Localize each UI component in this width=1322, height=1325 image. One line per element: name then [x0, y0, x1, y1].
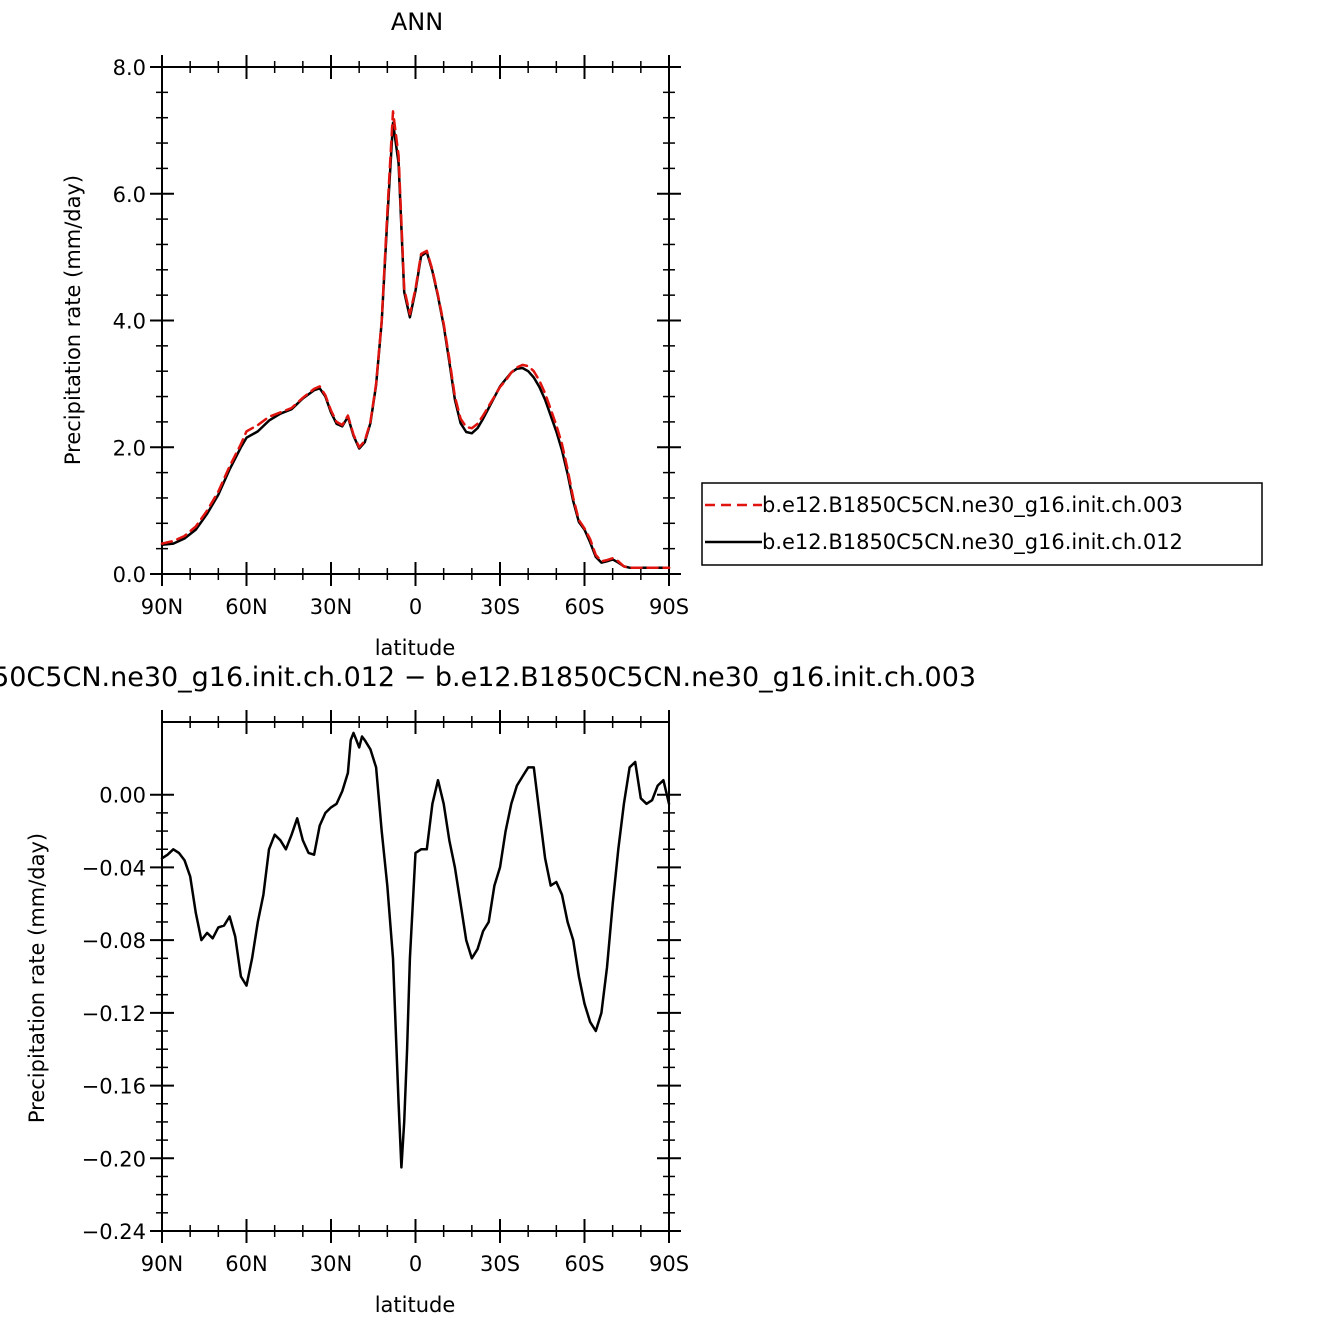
legend-label-003: b.e12.B1850C5CN.ne30_g16.init.ch.003 [762, 493, 1183, 518]
series-line-0 [160, 731, 671, 1169]
bottom-plot-frame [161, 721, 670, 1232]
bottom-x-axis-ticks: 90N 60N 30N 0 30S 60S 90S [141, 710, 689, 1276]
bottom-x-axis-label: latitude [375, 1293, 456, 1317]
series-line-0 [160, 110, 671, 569]
y-tick-label: −0.20 [82, 1147, 146, 1171]
x-tick-label: 90N [141, 1252, 183, 1276]
y-tick-label: −0.16 [82, 1075, 146, 1099]
x-tick-label: 30N [310, 595, 352, 619]
y-tick-label: 0.00 [99, 784, 146, 808]
legend: b.e12.B1850C5CN.ne30_g16.init.ch.003 b.e… [701, 482, 1263, 566]
x-tick-label: 0 [409, 595, 422, 619]
bottom-panel: b.e12.B1850C5CN.ne30_g16.init.ch.012 − b… [0, 662, 976, 1317]
y-tick-label: 0.0 [113, 563, 146, 587]
top-data-lines [160, 110, 671, 569]
x-tick-label: 60N [225, 1252, 267, 1276]
y-tick-label: −0.24 [82, 1220, 146, 1244]
y-tick-label: 4.0 [113, 310, 146, 334]
bottom-y-axis-label: Precipitation rate (mm/day) [25, 833, 49, 1123]
y-tick-label: 8.0 [113, 56, 146, 80]
y-tick-label: −0.04 [82, 856, 146, 880]
x-tick-label: 60S [564, 1252, 604, 1276]
top-plot-frame [161, 66, 670, 575]
top-y-axis-ticks: 0.0 2.0 4.0 6.0 8.0 [113, 56, 681, 587]
x-tick-label: 60S [564, 595, 604, 619]
top-chart-title: ANN [391, 8, 443, 36]
series-line-1 [160, 121, 671, 569]
x-tick-label: 90S [649, 1252, 689, 1276]
legend-label-012: b.e12.B1850C5CN.ne30_g16.init.ch.012 [762, 530, 1183, 555]
x-tick-label: 30N [310, 1252, 352, 1276]
x-tick-label: 90N [141, 595, 183, 619]
top-y-axis-label: Precipitation rate (mm/day) [61, 175, 85, 465]
bottom-data-lines [160, 731, 671, 1169]
y-tick-label: 2.0 [113, 436, 146, 460]
x-tick-label: 30S [480, 1252, 520, 1276]
bottom-y-axis-ticks: 0.00 −0.04 −0.08 −0.12 −0.16 −0.20 −0.24 [82, 784, 681, 1244]
x-tick-label: 30S [480, 595, 520, 619]
x-tick-label: 0 [409, 1252, 422, 1276]
legend-box [701, 482, 1263, 566]
x-tick-label: 90S [649, 595, 689, 619]
y-tick-label: −0.08 [82, 929, 146, 953]
top-x-axis-ticks: 90N 60N 30N 0 30S 60S 90S [141, 55, 689, 619]
y-tick-label: 6.0 [113, 183, 146, 207]
top-panel: ANN 0.02.04.06.08.0 90N 60N 30N 0 30S 60S 90S … [61, 8, 1263, 660]
x-tick-label: 60N [225, 595, 267, 619]
top-x-axis-label: latitude [375, 636, 456, 660]
y-tick-label: −0.12 [82, 1002, 146, 1026]
bottom-chart-title: b.e12.B1850C5CN.ne30_g16.init.ch.012 − b… [0, 662, 976, 693]
